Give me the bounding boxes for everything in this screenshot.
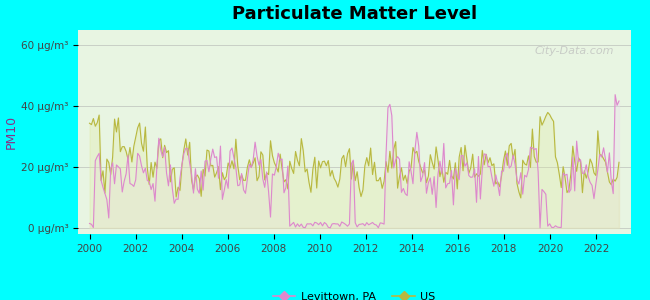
Y-axis label: PM10: PM10 (5, 115, 18, 149)
Title: Particulate Matter Level: Particulate Matter Level (231, 5, 477, 23)
Legend: Levittown, PA, US: Levittown, PA, US (268, 287, 440, 300)
Text: City-Data.com: City-Data.com (534, 46, 614, 56)
